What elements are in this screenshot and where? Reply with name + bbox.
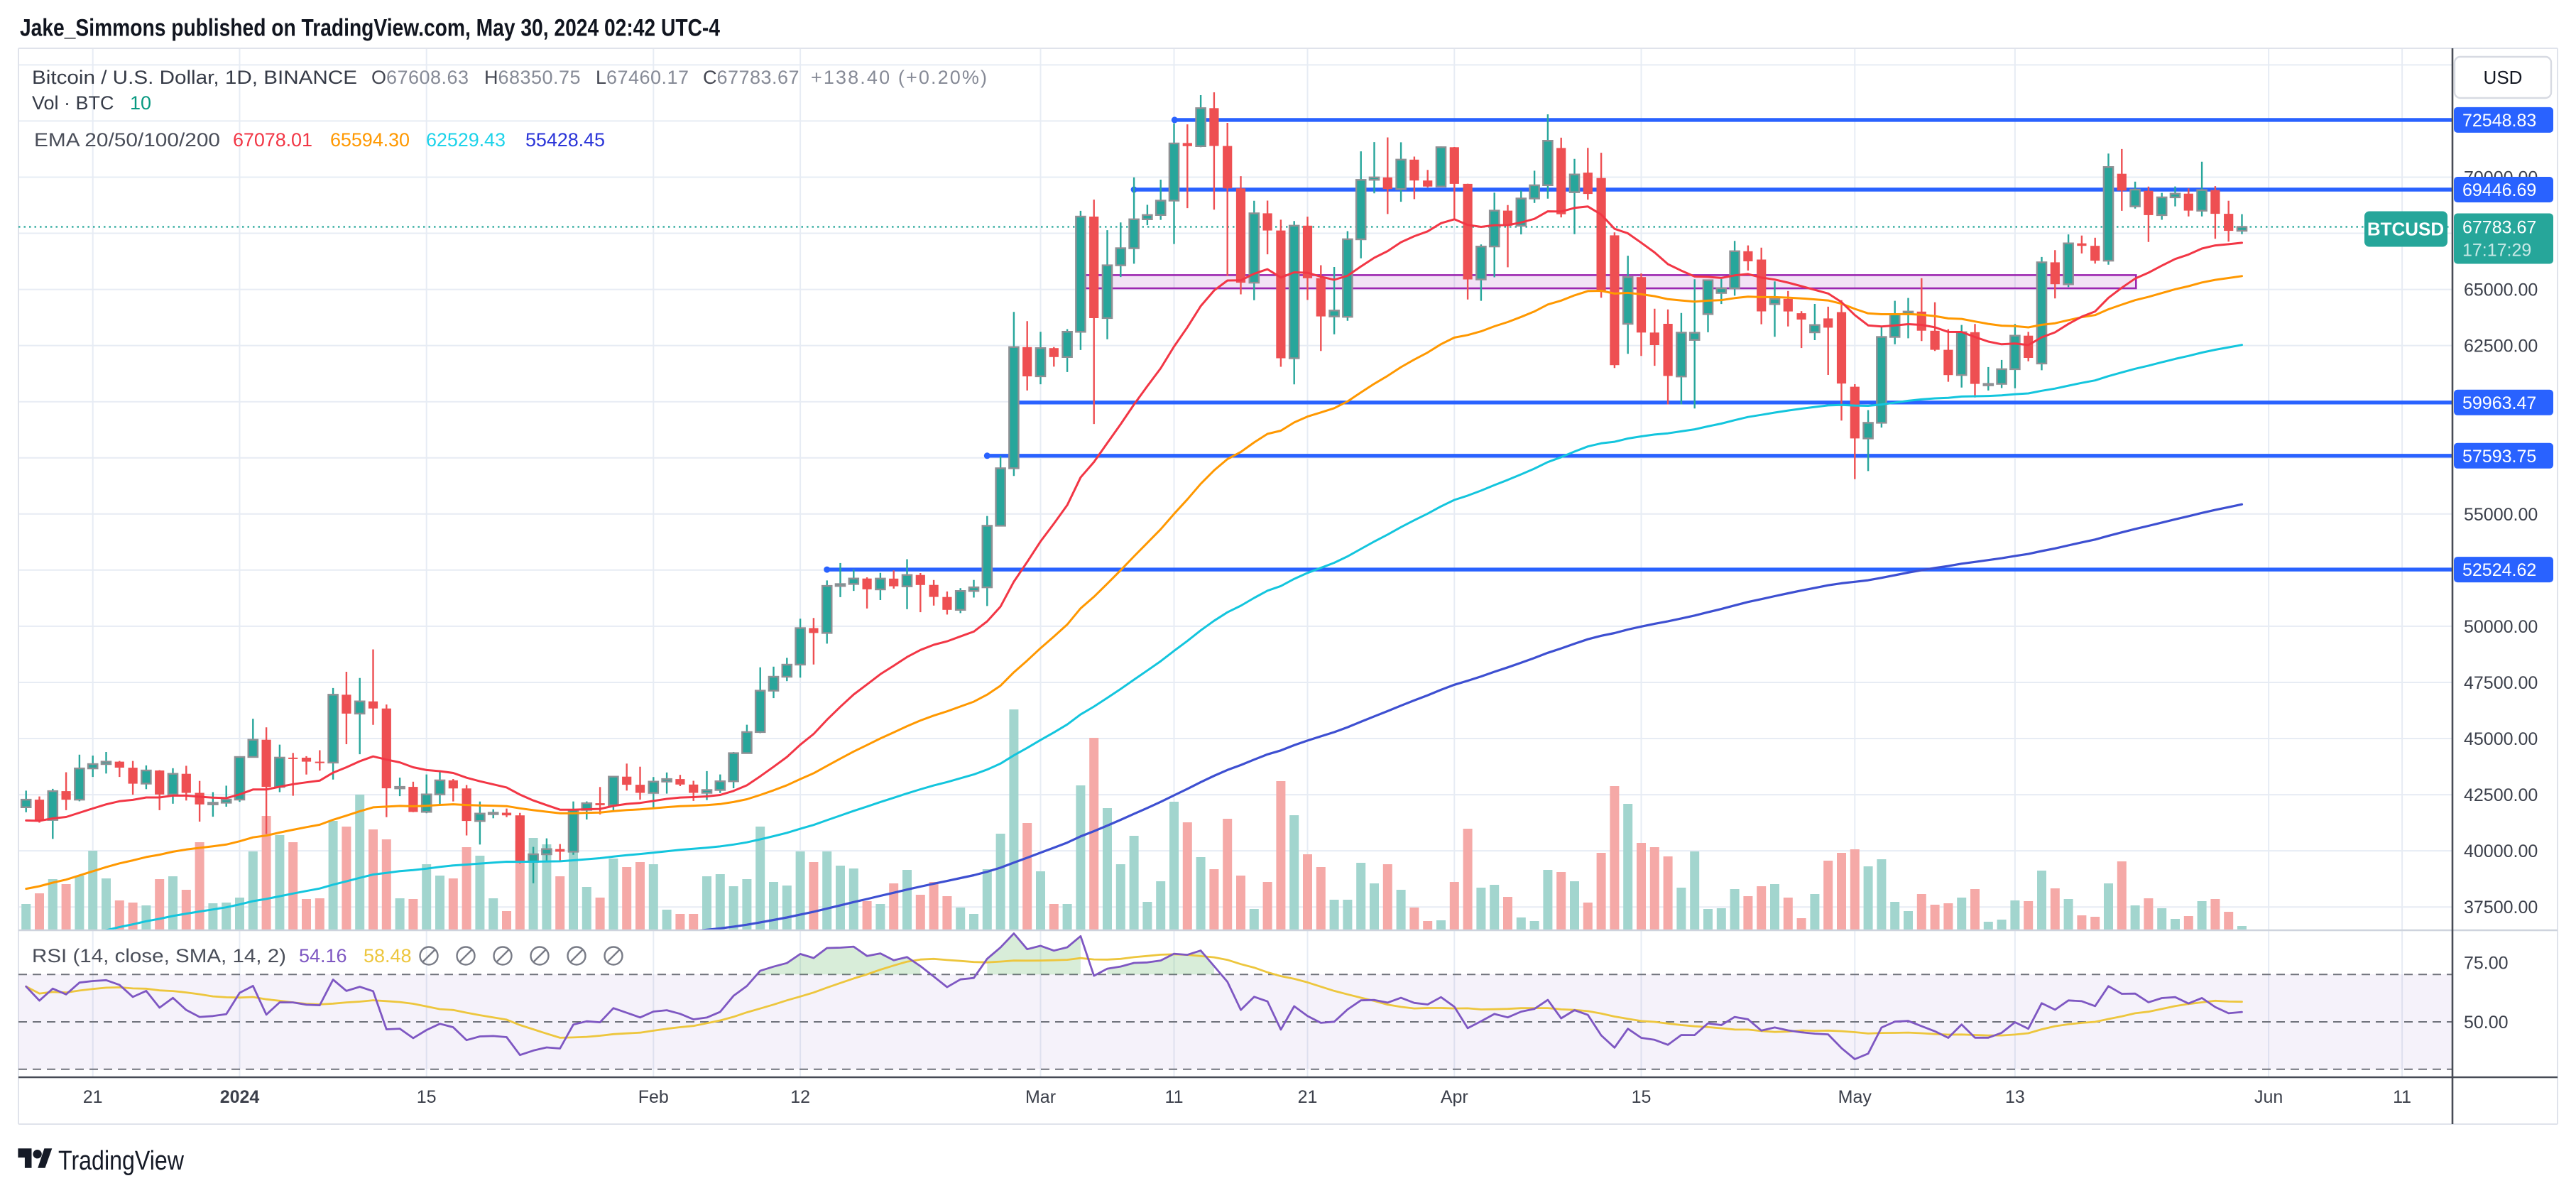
svg-text:59963.47: 59963.47 <box>2462 393 2536 413</box>
svg-text:21: 21 <box>83 1087 103 1107</box>
svg-text:52524.62: 52524.62 <box>2462 560 2536 580</box>
svg-text:15: 15 <box>1632 1087 1652 1107</box>
svg-text:21: 21 <box>1298 1087 1318 1107</box>
svg-text:USD: USD <box>2484 67 2523 88</box>
svg-text:Jun: Jun <box>2254 1087 2283 1107</box>
svg-text:15: 15 <box>417 1087 437 1107</box>
svg-text:Apr: Apr <box>1441 1087 1468 1107</box>
svg-text:Feb: Feb <box>638 1087 669 1107</box>
svg-text:12: 12 <box>790 1087 810 1107</box>
svg-text:May: May <box>1838 1087 1872 1107</box>
svg-text:40000.00: 40000.00 <box>2464 841 2538 861</box>
svg-text:45000.00: 45000.00 <box>2464 729 2538 749</box>
svg-text:2024: 2024 <box>220 1087 260 1107</box>
svg-text:11: 11 <box>2393 1087 2411 1107</box>
svg-text:37500.00: 37500.00 <box>2464 898 2538 917</box>
svg-text:RSI (14, close, SMA, 14, 2)54.: RSI (14, close, SMA, 14, 2) 54.16 58.48 <box>32 945 412 966</box>
svg-text:Jake_Simmons published on Trad: Jake_Simmons published on TradingView.co… <box>20 15 720 42</box>
svg-text:65000.00: 65000.00 <box>2464 280 2538 300</box>
svg-text:50.00: 50.00 <box>2464 1013 2509 1033</box>
svg-text:69446.69: 69446.69 <box>2462 180 2536 200</box>
svg-text:67783.67: 67783.67 <box>2462 218 2536 238</box>
svg-text:Bitcoin / U.S. Dollar, 1D, BIN: Bitcoin / U.S. Dollar, 1D, BINANCE O67608… <box>32 67 987 88</box>
svg-text:57593.75: 57593.75 <box>2462 447 2536 467</box>
svg-text:17:17:29: 17:17:29 <box>2462 241 2531 261</box>
svg-text:13: 13 <box>2005 1087 2025 1107</box>
svg-text:47500.00: 47500.00 <box>2464 673 2538 693</box>
svg-text:62500.00: 62500.00 <box>2464 337 2538 356</box>
svg-text:42500.00: 42500.00 <box>2464 785 2538 805</box>
svg-text:72548.83: 72548.83 <box>2462 111 2536 131</box>
svg-text:BTCUSD: BTCUSD <box>2367 219 2444 240</box>
svg-text:11: 11 <box>1165 1087 1184 1107</box>
svg-text:75.00: 75.00 <box>2464 954 2509 974</box>
svg-text:55000.00: 55000.00 <box>2464 505 2538 525</box>
svg-text:Mar: Mar <box>1025 1087 1056 1107</box>
svg-text:TradingView: TradingView <box>58 1146 184 1176</box>
svg-text:50000.00: 50000.00 <box>2464 617 2538 637</box>
